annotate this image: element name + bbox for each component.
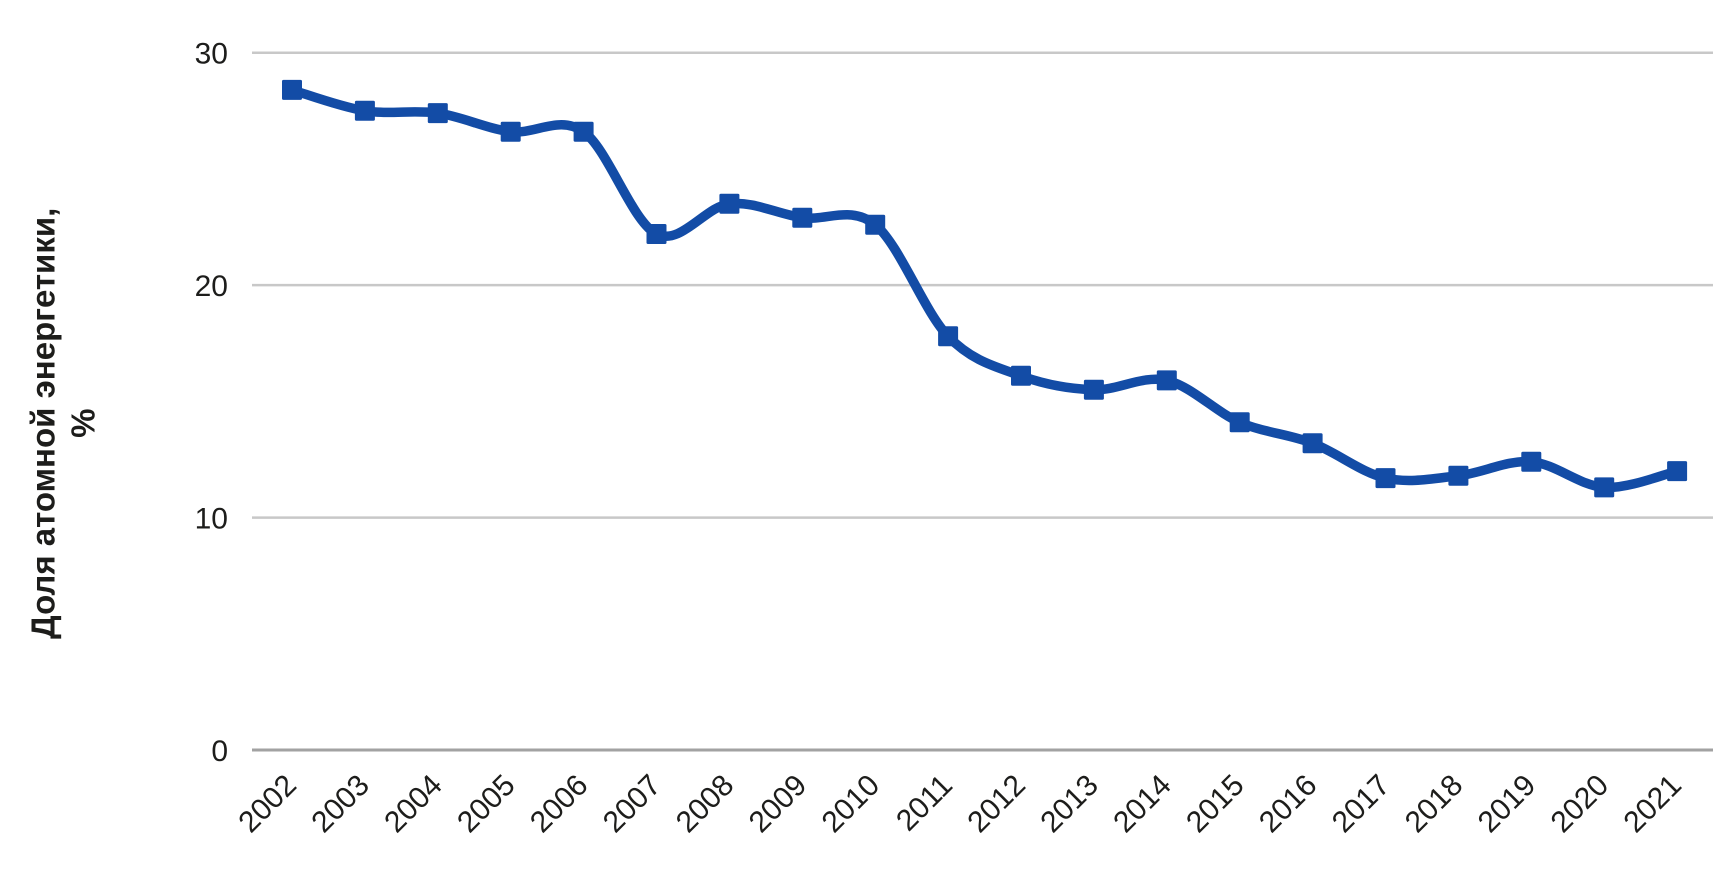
x-tick-label-2019: 2019 [1472, 769, 1543, 840]
x-tick-label-2006: 2006 [524, 769, 595, 840]
series-line [287, 85, 1682, 493]
data-point-2007 [646, 224, 667, 244]
data-point-2016 [1302, 433, 1323, 454]
x-tick-label-2013: 2013 [1034, 769, 1105, 840]
data-point-2018 [1448, 465, 1469, 486]
x-tick-label-2016: 2016 [1253, 769, 1324, 840]
y-tick-label-30: 30 [195, 38, 228, 71]
series-group [282, 79, 1688, 498]
data-point-2017 [1375, 468, 1396, 489]
x-tick-label-2018: 2018 [1399, 769, 1470, 840]
x-tick-label-2008: 2008 [670, 769, 741, 840]
data-point-2013 [1083, 379, 1104, 400]
x-tick-label-2009: 2009 [743, 769, 814, 840]
data-point-2020 [1594, 477, 1615, 498]
y-tick-label-10: 10 [195, 503, 228, 536]
x-tick-label-2007: 2007 [597, 769, 668, 840]
data-point-2009 [792, 207, 813, 228]
x-tick-label-2012: 2012 [961, 769, 1032, 840]
data-point-2002 [282, 79, 302, 100]
x-tick-label-2003: 2003 [305, 769, 376, 840]
x-tick-label-2010: 2010 [816, 769, 887, 840]
data-point-2008 [719, 193, 740, 214]
x-tick-label-2020: 2020 [1545, 769, 1616, 840]
x-tick-label-2004: 2004 [378, 769, 449, 840]
x-tick-label-2017: 2017 [1326, 769, 1397, 840]
data-point-2014 [1156, 370, 1177, 391]
data-point-2010 [865, 214, 886, 235]
x-tick-label-2014: 2014 [1107, 769, 1178, 840]
x-axis-tick-labels: 2002 2003 2004 2005 2006 2007 2008 2009 2010 2011… [232, 769, 1688, 840]
data-point-2011 [938, 326, 959, 347]
data-point-2005 [500, 121, 521, 142]
data-point-2019 [1521, 451, 1542, 472]
x-tick-label-2005: 2005 [451, 769, 522, 840]
x-tick-label-2021: 2021 [1618, 769, 1689, 840]
x-tick-label-2011: 2011 [890, 769, 959, 838]
data-point-2015 [1229, 412, 1250, 433]
data-point-2006 [573, 121, 594, 142]
gridlines [252, 51, 1713, 752]
data-point-2012 [1011, 365, 1031, 386]
y-axis-tick-labels: 0 10 20 30 [195, 38, 228, 768]
y-tick-label-0: 0 [211, 735, 228, 768]
data-point-2004 [427, 103, 448, 124]
x-tick-label-2002: 2002 [232, 769, 303, 840]
data-point-2021 [1667, 461, 1688, 482]
data-point-2003 [354, 100, 375, 121]
y-tick-label-20: 20 [195, 270, 228, 303]
x-tick-label-2015: 2015 [1180, 769, 1251, 840]
